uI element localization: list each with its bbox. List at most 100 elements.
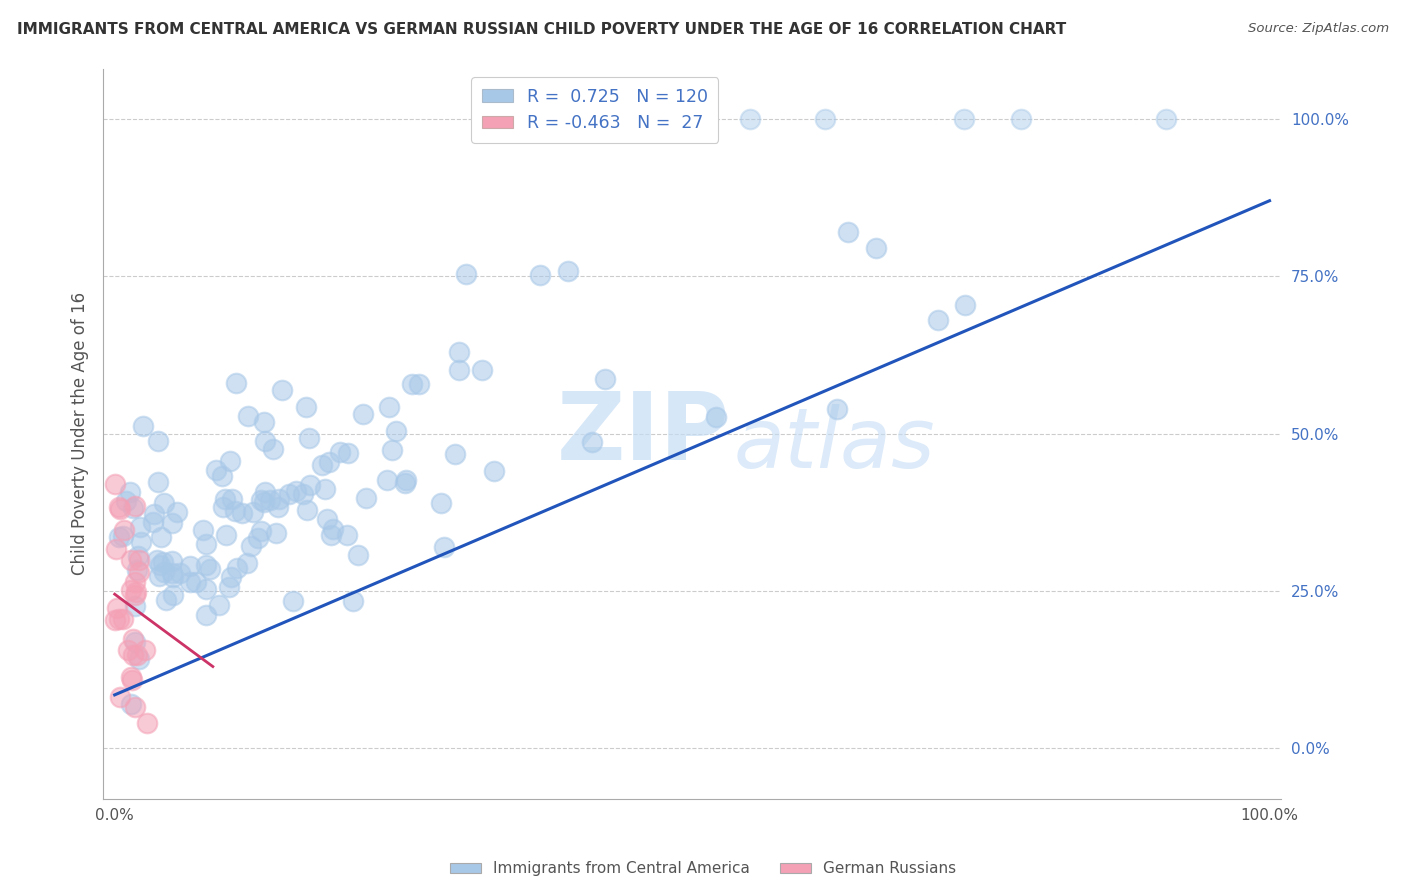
Point	[298, 477, 321, 491]
Point	[449, 363, 471, 377]
Point	[120, 669, 142, 683]
Point	[160, 554, 183, 568]
Point	[125, 563, 148, 577]
Point	[253, 484, 276, 499]
Point	[146, 553, 169, 567]
Point	[401, 376, 423, 391]
Point	[125, 648, 148, 663]
Point	[250, 524, 273, 538]
Point	[221, 491, 243, 506]
Point	[264, 526, 287, 541]
Point	[267, 500, 290, 514]
Point	[194, 537, 217, 551]
Point	[184, 575, 207, 590]
Point	[394, 476, 416, 491]
Point	[124, 574, 146, 589]
Point	[316, 512, 339, 526]
Point	[738, 112, 761, 126]
Point	[142, 515, 165, 529]
Point	[107, 500, 129, 515]
Point	[120, 698, 142, 712]
Point	[224, 504, 246, 518]
Point	[179, 558, 201, 573]
Point	[146, 475, 169, 489]
Point	[152, 555, 174, 569]
Point	[285, 484, 308, 499]
Point	[160, 566, 183, 580]
Point	[267, 492, 290, 507]
Point	[318, 455, 340, 469]
Point	[104, 613, 127, 627]
Point	[319, 528, 342, 542]
Point	[179, 574, 201, 589]
Point	[430, 495, 453, 509]
Point	[194, 607, 217, 622]
Point	[354, 491, 377, 505]
Point	[208, 599, 231, 613]
Point	[146, 434, 169, 449]
Point	[336, 527, 359, 541]
Point	[211, 469, 233, 483]
Point	[225, 376, 247, 390]
Point	[395, 473, 418, 487]
Text: Source: ZipAtlas.com: Source: ZipAtlas.com	[1249, 22, 1389, 36]
Point	[595, 371, 617, 385]
Point	[124, 588, 146, 602]
Point	[454, 268, 477, 282]
Point	[121, 648, 143, 662]
Point	[314, 482, 336, 496]
Point	[120, 583, 142, 598]
Point	[132, 419, 155, 434]
Point	[124, 634, 146, 648]
Point	[433, 540, 456, 554]
Point	[581, 434, 603, 449]
Point	[1154, 112, 1177, 126]
Point	[169, 566, 191, 581]
Point	[337, 446, 360, 460]
Point	[239, 539, 262, 553]
Point	[254, 434, 277, 448]
Point	[328, 445, 350, 459]
Point	[125, 585, 148, 599]
Text: IMMIGRANTS FROM CENTRAL AMERICA VS GERMAN RUSSIAN CHILD POVERTY UNDER THE AGE OF: IMMIGRANTS FROM CENTRAL AMERICA VS GERMA…	[17, 22, 1066, 37]
Point	[155, 592, 177, 607]
Point	[322, 522, 344, 536]
Text: atlas: atlas	[734, 404, 935, 485]
Point	[342, 594, 364, 608]
Point	[242, 505, 264, 519]
Point	[295, 400, 318, 414]
Point	[124, 500, 146, 514]
Point	[292, 487, 315, 501]
Point	[129, 535, 152, 549]
Point	[557, 264, 579, 278]
Point	[149, 530, 172, 544]
Point	[194, 582, 217, 597]
Point	[215, 527, 238, 541]
Point	[121, 500, 143, 515]
Point	[149, 558, 172, 572]
Point	[295, 502, 318, 516]
Legend: Immigrants from Central America, German Russians: Immigrants from Central America, German …	[444, 855, 962, 882]
Point	[124, 599, 146, 613]
Point	[104, 477, 127, 491]
Point	[105, 542, 128, 557]
Point	[112, 612, 135, 626]
Point	[129, 520, 152, 534]
Point	[529, 268, 551, 283]
Point	[953, 298, 976, 312]
Point	[375, 474, 398, 488]
Point	[218, 580, 240, 594]
Point	[231, 506, 253, 520]
Point	[443, 447, 465, 461]
Point	[384, 425, 406, 439]
Point	[160, 516, 183, 530]
Point	[825, 401, 848, 416]
Legend: R =  0.725   N = 120, R = -0.463   N =  27: R = 0.725 N = 120, R = -0.463 N = 27	[471, 78, 718, 143]
Point	[246, 532, 269, 546]
Point	[128, 553, 150, 567]
Point	[120, 553, 142, 567]
Point	[259, 492, 281, 507]
Point	[136, 716, 159, 731]
Point	[166, 505, 188, 519]
Point	[198, 561, 221, 575]
